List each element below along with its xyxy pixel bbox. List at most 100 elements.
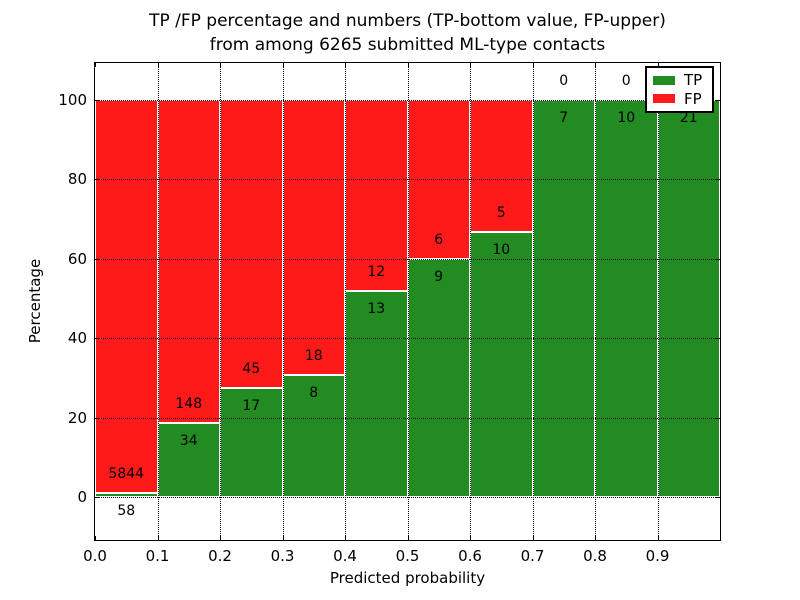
tp-bar-segment [407, 258, 470, 498]
fp-bar-segment [345, 99, 408, 291]
legend: TP FP [645, 66, 714, 113]
x-tick-label: 0.2 [208, 547, 232, 565]
x-tick-label: 0.8 [583, 547, 607, 565]
fp-bar-segment [95, 99, 158, 494]
fp-count-label: 45 [242, 361, 261, 378]
x-tick-label: 0.9 [645, 547, 670, 565]
tp-count-label: 21 [679, 109, 698, 126]
tp-bar-segment [157, 422, 220, 498]
tp-bar-segment [532, 99, 595, 498]
legend-label-tp: TP [684, 71, 703, 90]
x-axis-label: Predicted probability [329, 569, 486, 587]
x-tick [657, 536, 659, 540]
tp-count-label: 13 [367, 300, 386, 317]
x-tick-top [407, 63, 409, 67]
tp-count-label: 9 [434, 268, 444, 285]
y-tick [95, 497, 99, 499]
legend-item-tp: TP [653, 72, 706, 88]
x-tick-label: 0.5 [395, 547, 420, 565]
x-tick-label: 0.3 [270, 547, 295, 565]
y-tick-right [716, 258, 720, 260]
fp-count-label: 12 [367, 263, 386, 280]
x-gridline [657, 63, 659, 540]
x-tick-top [657, 63, 659, 67]
x-tick [595, 536, 596, 540]
tp-bar-segment [470, 232, 533, 498]
legend-label-fp: FP [684, 89, 702, 108]
fp-count-label: 0 [621, 72, 631, 89]
y-tick [95, 338, 99, 340]
x-tick-label: 0.6 [458, 547, 482, 565]
x-tick [157, 536, 159, 540]
x-tick-top [220, 63, 221, 67]
x-tick [407, 536, 409, 540]
y-tick-label: 20 [67, 408, 87, 427]
chart-title-line1: TP /FP percentage and numbers (TP-bottom… [149, 11, 666, 31]
x-gridline [595, 63, 596, 540]
x-tick-top [157, 63, 159, 67]
x-tick [345, 536, 346, 540]
chart-title: TP /FP percentage and numbers (TP-bottom… [94, 9, 721, 57]
y-tick-right [716, 179, 720, 181]
x-gridline [532, 63, 534, 540]
y-gridline [95, 417, 720, 419]
y-tick-right [716, 417, 720, 419]
x-tick [470, 536, 471, 540]
tp-count-label: 10 [617, 109, 636, 126]
y-tick [95, 179, 99, 181]
x-tick-top [470, 63, 471, 67]
fp-swatch-icon [653, 94, 675, 104]
fp-count-label: 6 [434, 231, 444, 248]
tp-swatch-icon [653, 75, 675, 85]
y-tick-label: 60 [67, 249, 87, 268]
fp-bar-segment [407, 99, 470, 259]
y-gridline [95, 258, 720, 260]
legend-item-fp: FP [653, 91, 706, 107]
x-tick-label: 0.4 [333, 547, 357, 565]
x-gridline [157, 63, 159, 540]
x-tick [282, 536, 284, 540]
tp-count-label: 34 [179, 432, 198, 449]
x-gridline [282, 63, 284, 540]
y-tick-label: 40 [67, 329, 87, 348]
tp-count-label: 7 [559, 109, 569, 126]
y-tick [95, 258, 99, 260]
fp-bar-segment [157, 99, 220, 423]
x-tick [95, 536, 96, 540]
tp-count-label: 8 [309, 384, 319, 401]
fp-bar-segment [282, 99, 345, 375]
tp-count-label: 17 [242, 398, 261, 415]
tp-bar-segment [595, 99, 658, 498]
x-tick-top [595, 63, 596, 67]
y-tick-right [716, 497, 720, 499]
y-tick-label: 0 [77, 488, 87, 507]
y-gridline [95, 497, 720, 499]
x-tick-label: 0.0 [83, 547, 107, 565]
x-tick-top [345, 63, 346, 67]
fp-count-label: 5844 [108, 466, 145, 483]
tp-bar-segment [95, 493, 158, 498]
plot-area: 58584434148174581813129610570100210 [94, 62, 721, 541]
x-tick-top [282, 63, 284, 67]
tp-count-label: 58 [117, 503, 136, 520]
x-gridline [345, 63, 346, 540]
fp-count-label: 18 [304, 347, 323, 364]
x-tick-top [95, 63, 96, 67]
y-tick-label: 80 [67, 170, 87, 189]
y-gridline [95, 179, 720, 181]
fp-count-label: 5 [496, 205, 506, 222]
x-tick-top [532, 63, 534, 67]
chart-title-line2: from among 6265 submitted ML-type contac… [209, 35, 606, 55]
x-tick-label: 0.1 [145, 547, 170, 565]
y-axis-label: Percentage [26, 258, 44, 344]
y-tick [95, 99, 99, 101]
tp-bar-segment [282, 374, 345, 498]
y-gridline [95, 99, 720, 101]
x-gridline [407, 63, 409, 540]
tp-count-label: 10 [492, 242, 511, 259]
x-tick [220, 536, 221, 540]
y-tick [95, 417, 99, 419]
fp-bar-segment [220, 99, 283, 389]
x-tick-label: 0.7 [520, 547, 545, 565]
